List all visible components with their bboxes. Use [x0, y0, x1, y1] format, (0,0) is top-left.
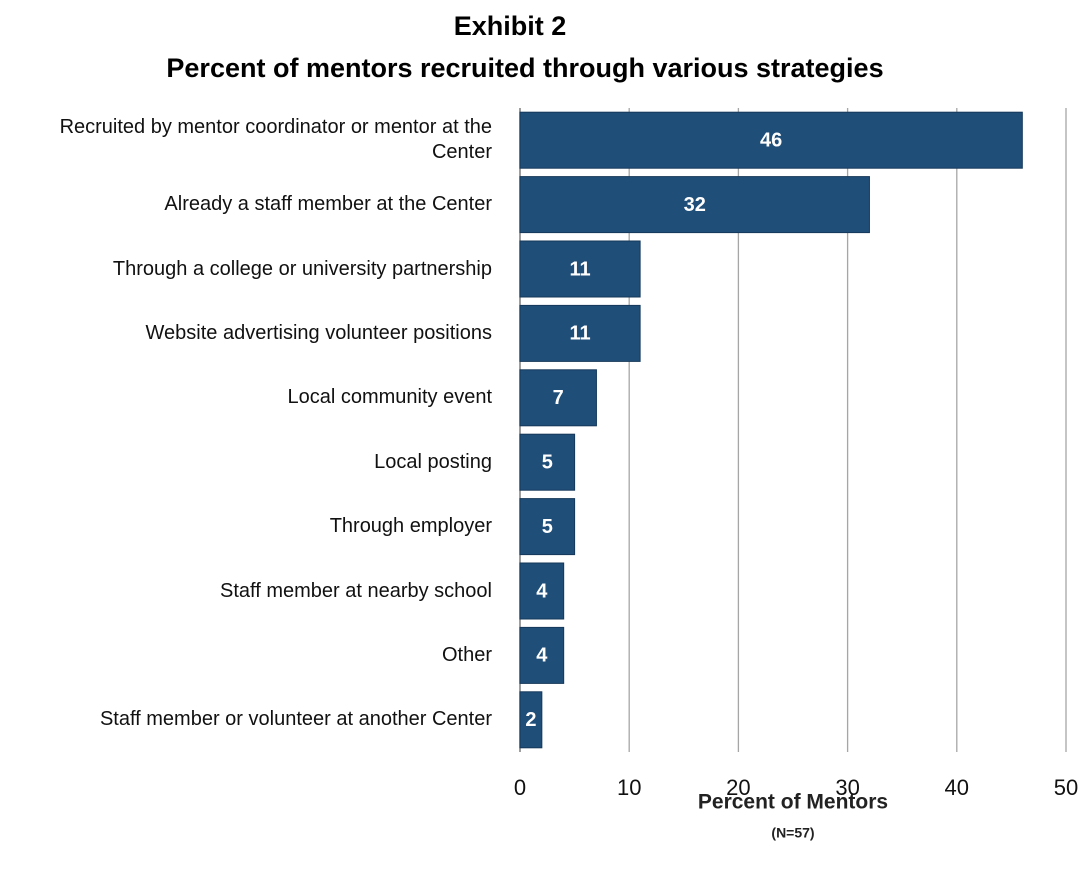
- y-tick-label: Local community event: [287, 386, 492, 409]
- y-tick-label: Staff member or volunteer at another Cen…: [99, 708, 492, 731]
- value-label: 46: [760, 129, 782, 151]
- x-axis-note: (N=57): [771, 825, 814, 841]
- value-label: 2: [525, 709, 536, 731]
- value-label: 11: [569, 258, 590, 280]
- bar: [519, 176, 870, 234]
- y-tick-label: Already a staff member at the Center: [164, 193, 492, 216]
- bar: [519, 562, 565, 620]
- value-label: 32: [684, 194, 706, 216]
- bar: [519, 498, 576, 556]
- x-tick-label: 10: [617, 775, 641, 800]
- value-label: 11: [569, 323, 590, 345]
- value-label: 4: [536, 580, 548, 602]
- y-tick-label: Through a college or university partners…: [112, 257, 492, 280]
- bar: [519, 691, 543, 749]
- bar: [519, 304, 641, 362]
- y-tick-label: Recruited by mentor coordinator or mento…: [59, 116, 492, 164]
- bar: [519, 433, 576, 491]
- y-tick-label: Through employer: [329, 515, 492, 538]
- bar: [519, 369, 597, 427]
- y-tick-label: Staff member at nearby school: [220, 579, 492, 602]
- x-tick-label: 0: [514, 775, 526, 800]
- value-label: 5: [542, 451, 553, 473]
- x-tick-label: 50: [1054, 775, 1078, 800]
- x-tick-label: 30: [835, 775, 859, 800]
- bar: [519, 111, 1023, 169]
- y-tick-label: Other: [441, 643, 492, 666]
- value-label: 7: [553, 387, 564, 409]
- value-label: 5: [542, 516, 553, 538]
- y-tick-label: Website advertising volunteer positions: [145, 321, 492, 344]
- x-axis-label: Percent of Mentors: [698, 791, 888, 814]
- bar: [519, 240, 641, 298]
- x-tick-label: 20: [726, 775, 750, 800]
- x-tick-label: 40: [945, 775, 969, 800]
- chart-subtitle: Percent of mentors recruited through var…: [166, 53, 883, 83]
- bar: [519, 626, 565, 684]
- value-label: 4: [536, 645, 548, 667]
- chart-title: Exhibit 2: [454, 11, 567, 41]
- y-tick-label: Local posting: [374, 450, 492, 473]
